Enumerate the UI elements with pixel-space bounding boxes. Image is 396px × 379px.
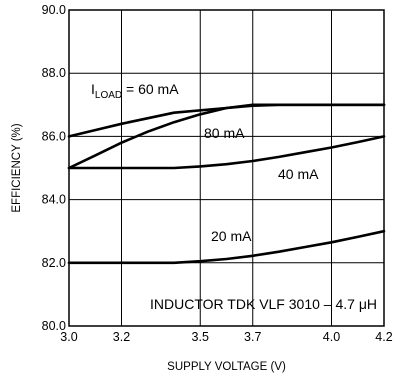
iload-value: = 60 mA xyxy=(122,81,179,97)
y-tick-label: 86.0 xyxy=(42,129,66,143)
series-label-40ma: 40 mA xyxy=(278,166,319,182)
x-tick-label: 4.2 xyxy=(375,330,392,344)
x-tick-label: 3.7 xyxy=(244,330,261,344)
iload-prefix: I xyxy=(91,81,95,97)
x-axis-label: SUPPLY VOLTAGE (V) xyxy=(167,361,286,373)
y-tick-label: 84.0 xyxy=(42,193,66,207)
plot-frame xyxy=(68,9,385,327)
series-label-60ma: ILOAD = 60 mA xyxy=(91,81,179,101)
y-tick-labels: 80.0 82.0 84.0 86.0 88.0 90.0 xyxy=(42,3,66,333)
x-tick-label: 4.0 xyxy=(323,330,340,344)
series-label-80ma: 80 mA xyxy=(204,125,245,141)
iload-subscript: LOAD xyxy=(95,90,122,101)
x-tick-labels: 3.0 3.2 3.5 3.7 4.0 4.2 xyxy=(60,330,392,344)
series-line-20ma xyxy=(67,229,386,265)
inductor-note: INDUCTOR TDK VLF 3010 – 4.7 μH xyxy=(150,296,377,312)
curves xyxy=(67,103,386,265)
y-tick-label: 90.0 xyxy=(42,3,66,17)
series-line-40ma xyxy=(67,135,386,170)
series-label-20ma: 20 mA xyxy=(211,228,252,244)
y-tick-label: 82.0 xyxy=(42,256,66,270)
y-tick-label: 80.0 xyxy=(42,319,66,333)
x-tick-label: 3.0 xyxy=(60,330,77,344)
y-axis-label: EFFICIENCY (%) xyxy=(11,123,23,212)
x-tick-label: 3.5 xyxy=(192,330,209,344)
series-line-80ma xyxy=(67,103,386,170)
y-tick-label: 88.0 xyxy=(42,66,66,80)
x-tick-label: 3.2 xyxy=(113,330,130,344)
